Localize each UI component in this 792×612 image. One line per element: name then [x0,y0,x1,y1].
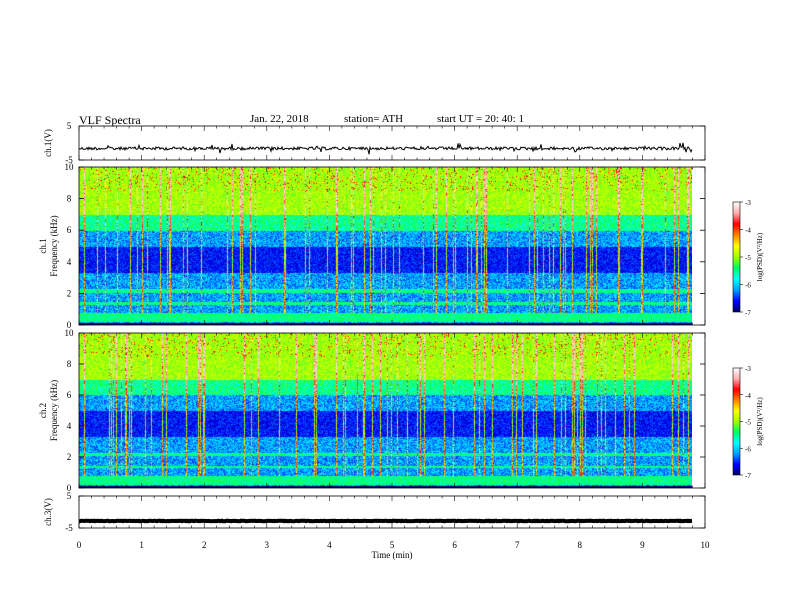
ch2-spectrogram-ytick-label-4: 2 [67,452,72,462]
ch1-spectrogram-cbtick-label-2: -5 [745,254,751,262]
ch1-spectrogram-ylabel-ch: ch.1 [38,238,48,253]
ch1-waveform-trace [78,142,693,155]
ch2-spectrogram-ytick-label-2: 6 [67,390,72,400]
ch2-spectrogram-colorbar [732,367,741,476]
ch2-spectrogram-ytick-label-5: 0 [67,483,72,493]
x-tick-label-10: 10 [701,540,711,550]
ch2-spectrogram-ylabel-freq: Frequency (kHz) [49,380,59,441]
ch2-spectrogram-cbtick-label-2: -5 [745,419,751,427]
ch1-spectrogram-ytick-label-1: 8 [67,194,72,204]
x-tick-label-4: 4 [327,540,332,550]
x-tick-label-7: 7 [515,540,520,550]
ch1-spectrogram-cbtick-label-0: -3 [745,199,751,207]
ch1-waveform-ytick-label-1: -5 [65,155,73,165]
ch1-spectrogram-ylabel-freq: Frequency (kHz) [49,215,59,276]
ch2-spectrogram-cbtick-label-1: -4 [745,392,751,400]
ch2-spectrogram-cbtick-label-3: -6 [745,445,751,453]
x-tick-label-3: 3 [265,540,270,550]
x-tick-label-0: 0 [77,540,82,550]
ch1-spectrogram-cbtick-label-4: -7 [745,309,751,317]
start-time-label: start UT = 20: 40: 1 [437,113,524,125]
x-axis-label: Time (min) [372,550,413,560]
ch2-spectrogram-cbtick-label-0: -3 [745,365,751,373]
ch2-spectrogram-ytick-label-0: 10 [65,328,75,338]
x-tick-label-5: 5 [390,540,395,550]
x-tick-label-1: 1 [139,540,144,550]
station-label: station= ATH [344,113,404,125]
ch2-spectrogram-cbtick-label-4: -7 [745,472,751,480]
ch3-waveform-ytick-label-1: -5 [65,523,73,533]
ch2-spectrogram-colorbar-label: log(PSD)(V²/Hz) [756,397,764,446]
ch2-spectrogram-ytick-label-3: 4 [67,421,72,431]
ch1-spectrogram-ytick-label-3: 4 [67,257,72,267]
ch2-spectrogram-ylabel-ch: ch.2 [38,403,48,418]
x-tick-label-8: 8 [578,540,583,550]
ch1-spectrogram-ytick-label-5: 0 [67,320,72,330]
date-label: Jan. 22, 2018 [250,113,309,125]
ch3-waveform-ylabel: ch.3(V) [43,498,53,526]
ch3-waveform-trace [78,518,693,524]
spectrogram-image-1 [79,167,692,325]
ch1-waveform-ylabel: ch.1(V) [43,129,53,157]
ch1-waveform-ytick-label-0: 5 [67,121,72,131]
ch1-spectrogram-ytick-label-0: 10 [65,162,75,172]
spectrogram-image-2 [79,333,692,488]
ch1-waveform-frame [78,125,706,161]
ch1-spectrogram-cbtick-label-3: -6 [745,282,751,290]
ch1-spectrogram-ytick-label-4: 2 [67,288,72,298]
figure-title: VLF Spectra [79,113,141,127]
x-tick-label-2: 2 [202,540,207,550]
ch2-spectrogram-ytick-label-1: 8 [67,359,72,369]
ch1-spectrogram-ytick-label-2: 6 [67,225,72,235]
ch1-spectrogram-colorbar [732,201,741,313]
ch1-spectrogram-colorbar-label: log(PSD)(V²/Hz) [756,232,764,281]
x-tick-label-9: 9 [640,540,645,550]
ch1-spectrogram-cbtick-label-1: -4 [745,227,751,235]
x-tick-label-6: 6 [452,540,457,550]
ch3-waveform-ytick-label-0: 5 [67,491,72,501]
